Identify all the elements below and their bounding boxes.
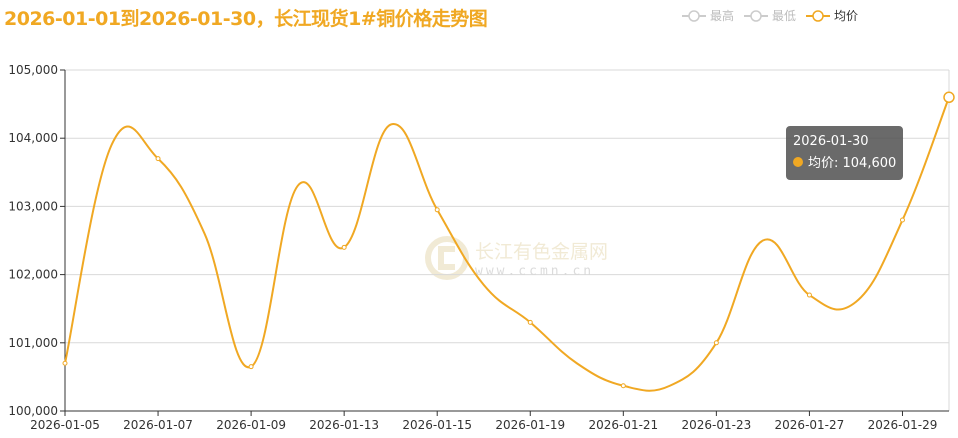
tooltip-date: 2026-01-30 [793,134,869,149]
watermark-name: 长江有色金属网 [475,241,609,263]
chart-title: 2026-01-01到2026-01-30，长江现货1#铜价格走势图 [4,8,488,30]
x-tick-label: 2026-01-05 [30,418,100,432]
legend-label: 均价 [834,9,859,23]
tooltip-value: 均价: 104,600 [808,156,897,171]
x-tick-label: 2026-01-07 [123,418,193,432]
legend-item-average[interactable]: 均价 [806,7,858,24]
watermark-url: www.ccmn.cn [475,264,595,279]
x-tick-label: 2026-01-21 [588,418,658,432]
data-point [806,292,812,298]
data-point [62,360,68,366]
data-point [434,207,440,213]
legend-item-high[interactable]: 最高 [682,7,734,24]
legend-label: 最高 [710,9,735,23]
x-tick-label: 2026-01-09 [216,418,286,432]
y-tick-label: 105,000 [8,63,58,77]
legend-line-icon [682,9,706,22]
tooltip: 2026-01-30 均价: 104,600 [786,126,904,180]
legend-item-low[interactable]: 最低 [744,7,796,24]
y-tick-label: 103,000 [8,199,58,213]
data-point [341,244,347,250]
x-tick-label: 2026-01-27 [775,418,845,432]
data-point [248,364,254,370]
data-point [899,217,905,223]
data-point [155,156,161,162]
x-tick-label: 2026-01-15 [402,418,472,432]
y-tick-label: 100,000 [8,404,58,418]
watermark-logo-icon [425,236,469,280]
data-point-highlighted [943,91,955,104]
y-tick-label: 102,000 [8,268,58,282]
legend-line-icon [806,9,831,22]
series-line-average [64,96,950,392]
data-point [527,319,533,325]
legend-label: 最低 [772,9,797,23]
x-tick-label: 2026-01-19 [495,418,565,432]
data-point [713,340,719,346]
y-tick-label: 101,000 [8,336,58,350]
x-tick-label: 2026-01-23 [681,418,751,432]
x-tick-label: 2026-01-13 [309,418,379,432]
watermark: 长江有色金属网 www.ccmn.cn [425,236,608,280]
x-tick-label: 2026-01-29 [868,418,938,432]
y-tick-label: 104,000 [8,131,58,145]
series-dot-icon [793,157,803,167]
legend: 最高 最低 均价 [682,7,858,24]
data-point [620,383,626,389]
legend-line-icon [744,9,769,22]
